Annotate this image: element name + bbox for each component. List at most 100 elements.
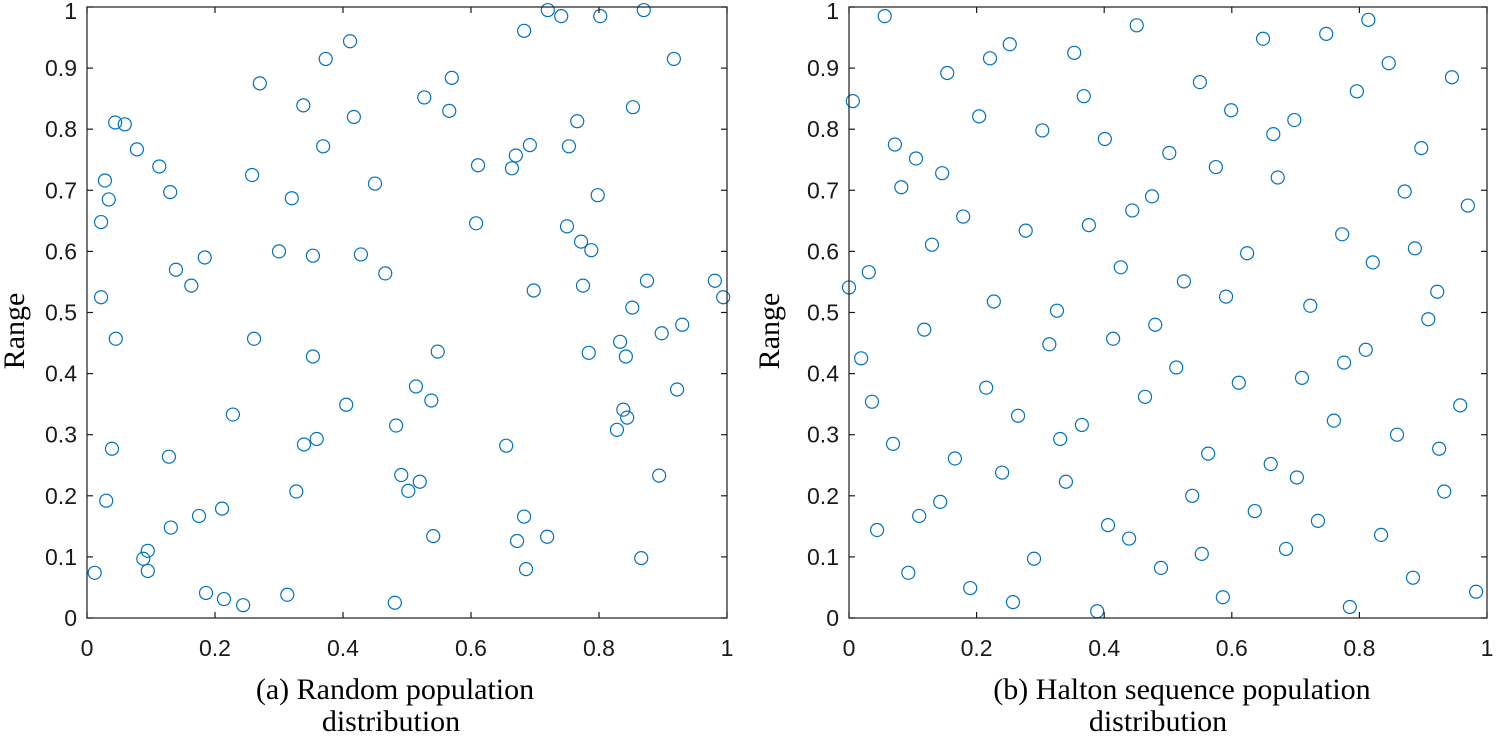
- data-point: [426, 529, 441, 544]
- data-point: [1144, 189, 1160, 204]
- data-point: [963, 580, 978, 596]
- data-point: [1430, 284, 1445, 299]
- data-point: [129, 142, 145, 157]
- data-point: [1326, 413, 1341, 428]
- data-point: [1042, 337, 1057, 352]
- data-point: [1358, 342, 1373, 357]
- subplot-a: 0 0.2 0.4 0.6 0.8 1 0 0.1 0.2 0.3 0.4 0.5 0.6 0.7 0.8 0…: [0, 0, 733, 738]
- x-tick-label: 0.2: [199, 635, 231, 661]
- data-point: [1100, 518, 1116, 533]
- data-point: [901, 565, 916, 580]
- axes-box: [86, 6, 728, 619]
- data-point: [885, 436, 901, 451]
- data-point: [634, 551, 649, 566]
- data-point: [1460, 198, 1475, 213]
- data-point: [408, 379, 424, 394]
- y-tick-label: 0.6: [807, 238, 839, 264]
- data-point: [1169, 360, 1184, 375]
- data-point: [1453, 398, 1468, 413]
- data-point: [163, 520, 178, 535]
- data-point: [161, 449, 177, 464]
- data-point: [1224, 103, 1239, 118]
- data-point: [252, 76, 267, 91]
- data-point: [1194, 546, 1209, 561]
- caption-line-2: distribution: [1089, 705, 1227, 738]
- y-tick-label: 0.9: [807, 55, 839, 81]
- data-point: [1201, 446, 1216, 461]
- data-point: [522, 137, 537, 153]
- data-point: [593, 9, 608, 24]
- data-point: [652, 468, 667, 483]
- data-point: [140, 563, 155, 579]
- data-point: [982, 51, 998, 66]
- data-point: [669, 382, 685, 397]
- data-point: [1240, 246, 1255, 261]
- data-point: [87, 565, 102, 580]
- data-point: [940, 65, 955, 81]
- data-point: [1129, 18, 1144, 33]
- data-point: [1010, 408, 1026, 423]
- data-point: [995, 465, 1010, 480]
- data-point: [296, 98, 311, 113]
- data-point: [590, 188, 605, 203]
- x-tick-label: 0: [843, 635, 856, 661]
- y-tick-label: 0: [826, 605, 839, 631]
- data-point: [912, 508, 927, 524]
- data-point: [559, 219, 575, 234]
- data-point: [1319, 26, 1334, 41]
- data-point: [93, 290, 109, 305]
- data-point: [917, 322, 932, 337]
- data-point: [1432, 441, 1447, 456]
- data-point: [499, 438, 514, 453]
- data-point: [284, 191, 299, 206]
- data-point: [424, 393, 439, 408]
- data-point: [236, 598, 251, 613]
- data-point: [1121, 531, 1137, 546]
- data-point: [861, 265, 876, 280]
- data-point: [97, 173, 113, 188]
- data-point: [318, 51, 333, 67]
- data-point: [1074, 417, 1089, 433]
- x-tick-label: 0.6: [1216, 635, 1248, 661]
- data-point: [271, 244, 287, 259]
- x-tick-label: 0.4: [1088, 635, 1120, 661]
- data-point: [1192, 75, 1208, 90]
- scatter-series: [87, 2, 731, 613]
- data-point: [1342, 599, 1357, 615]
- x-tick-label: 1: [1481, 635, 1494, 661]
- data-point: [93, 214, 109, 230]
- y-tick-label: 0.7: [807, 177, 839, 203]
- data-point: [1444, 70, 1460, 85]
- data-point: [517, 23, 532, 38]
- data-point: [1365, 255, 1380, 270]
- data-point: [1026, 551, 1042, 566]
- x-tick-label: 0: [81, 635, 94, 661]
- data-point: [353, 247, 369, 262]
- data-point: [620, 410, 635, 425]
- data-point: [140, 543, 155, 558]
- data-point: [908, 151, 924, 166]
- x-tick-label: 0.6: [455, 635, 487, 661]
- caption-line-2: distribution: [322, 705, 460, 738]
- data-point: [1414, 141, 1429, 156]
- data-point: [1035, 123, 1050, 138]
- data-point: [509, 533, 525, 549]
- y-tick-label: 0.5: [45, 300, 77, 326]
- data-point: [584, 243, 599, 258]
- data-point: [1310, 513, 1326, 528]
- y-tick-label: 0.8: [807, 116, 839, 142]
- data-point: [972, 109, 987, 124]
- data-point: [1018, 223, 1033, 238]
- y-tick-label: 0.3: [807, 422, 839, 448]
- data-point: [1247, 503, 1262, 519]
- data-point: [246, 331, 262, 346]
- data-point: [470, 158, 486, 173]
- data-point: [117, 117, 132, 132]
- data-point: [517, 509, 532, 524]
- data-point: [947, 451, 963, 466]
- data-point: [389, 418, 404, 433]
- data-point: [707, 273, 722, 288]
- data-point: [935, 166, 950, 181]
- data-point: [1270, 170, 1285, 185]
- data-point: [216, 591, 232, 607]
